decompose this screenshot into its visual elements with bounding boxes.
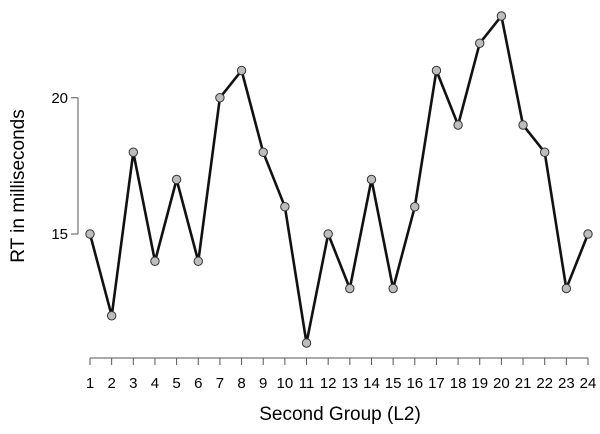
y-tick-label: 20 <box>51 90 68 107</box>
series-line <box>88 14 590 345</box>
data-point <box>475 38 485 48</box>
data-point <box>518 120 528 130</box>
x-tick-label: 16 <box>406 375 423 392</box>
data-point <box>301 338 312 348</box>
data-point <box>236 65 247 76</box>
data-point <box>258 147 268 157</box>
data-point <box>85 229 95 239</box>
data-point <box>539 147 550 157</box>
data-point <box>215 93 225 103</box>
x-tick-label: 2 <box>107 375 115 392</box>
x-tick-label: 1 <box>86 375 94 392</box>
x-tick-label: 11 <box>299 375 315 392</box>
x-tick-label: 21 <box>515 375 532 392</box>
x-tick-label: 20 <box>493 375 510 392</box>
x-tick-label: 9 <box>259 375 267 392</box>
y-axis-title: RT in milliseconds <box>8 109 29 262</box>
x-tick-label: 6 <box>194 375 202 392</box>
data-point <box>106 311 117 321</box>
x-axis: 1 2 3 4 5 6 7 8 9 10 11 12 13 14 15 16 17 18 19 20 21 22 23 24 <box>86 357 597 392</box>
data-point <box>345 283 355 294</box>
data-point <box>410 202 420 212</box>
x-tick-label: 10 <box>277 375 294 392</box>
data-point <box>150 256 160 266</box>
x-tick-label: 24 <box>580 375 597 392</box>
data-point <box>453 120 463 130</box>
data-point <box>280 202 290 212</box>
x-tick-label: 23 <box>558 375 575 392</box>
data-point <box>128 147 139 157</box>
x-tick-label: 18 <box>450 375 467 392</box>
x-tick-label: 14 <box>363 375 380 392</box>
x-tick-label: 19 <box>471 375 488 392</box>
y-tick-label: 15 <box>51 226 68 243</box>
data-point <box>323 229 333 239</box>
data-point <box>366 174 377 185</box>
x-tick-label: 7 <box>216 375 224 392</box>
data-point <box>193 256 203 266</box>
x-axis-title: Second Group (L2) <box>259 404 421 425</box>
series-group <box>85 11 593 348</box>
x-tick-label: 15 <box>385 375 402 392</box>
x-tick-label: 8 <box>237 375 245 392</box>
data-point <box>583 229 593 239</box>
x-tick-label: 17 <box>428 375 445 392</box>
x-tick-label: 5 <box>172 375 180 392</box>
data-point <box>388 283 398 294</box>
x-tick-label: 4 <box>151 375 159 392</box>
x-tick-label: 13 <box>341 375 358 392</box>
x-tick-label: 22 <box>536 375 553 392</box>
data-point <box>561 283 572 294</box>
x-tick-label: 3 <box>129 375 137 392</box>
data-point <box>496 11 507 21</box>
x-tick-label: 12 <box>320 375 337 392</box>
data-point <box>171 174 182 185</box>
data-point <box>431 65 442 76</box>
